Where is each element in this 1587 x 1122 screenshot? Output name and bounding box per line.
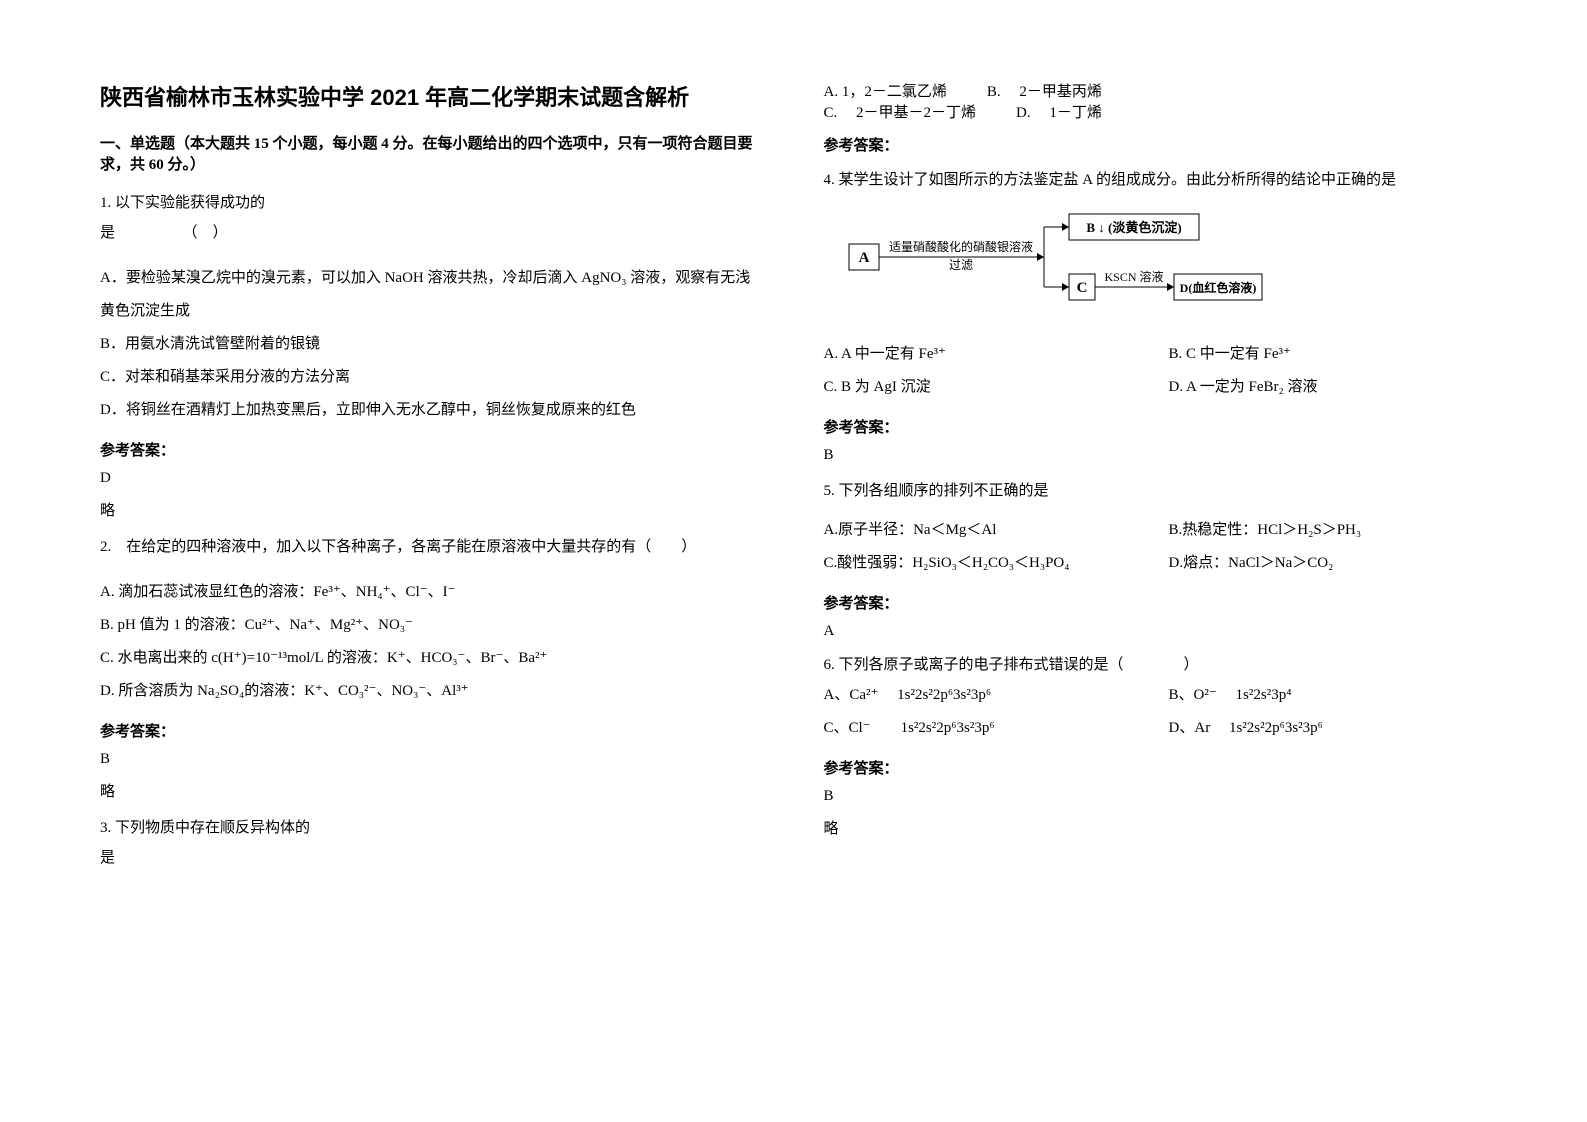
q1-stem-line1: 1. 以下实验能获得成功的 <box>100 188 764 218</box>
q6-options-row1: A、Ca²⁺ 1s²2s²2p⁶3s²3p⁶ B、O²⁻ 1s²2s²3p⁴ <box>824 679 1488 712</box>
question-2: 2. 在给定的四种溶液中，加入以下各种离子，各离子能在原溶液中大量共存的有（ ） <box>100 532 764 562</box>
q4-answer: B <box>824 447 1488 464</box>
arrowhead-c-d <box>1167 283 1174 291</box>
q3-option-c: C. 2－甲基－2－丁烯 <box>824 101 977 122</box>
q3-option-b: B. 2－甲基丙烯 <box>987 80 1102 101</box>
q3-option-a: A. 1，2－二氯乙烯 <box>824 80 947 101</box>
right-column: A. 1，2－二氯乙烯 B. 2－甲基丙烯 C. 2－甲基－2－丁烯 D. 1－… <box>824 80 1488 873</box>
q5-answer-label: 参考答案： <box>824 592 1488 613</box>
q4-answer-label: 参考答案： <box>824 416 1488 437</box>
q4-option-a: A. A 中一定有 Fe³⁺ <box>824 338 1142 371</box>
q4-option-d: D. A 一定为 FeBr₂ 溶液 <box>1169 371 1487 404</box>
q6-answer: B <box>824 788 1488 805</box>
question-1: 1. 以下实验能获得成功的 是 （ ） <box>100 188 764 248</box>
q4-option-c: C. B 为 AgI 沉淀 <box>824 371 1142 404</box>
arrowhead-bot <box>1062 283 1069 291</box>
q2-answer-label: 参考答案： <box>100 720 764 741</box>
q3-option-d: D. 1－丁烯 <box>1016 101 1102 122</box>
q2-option-a: A. 滴加石蕊试液显红色的溶液：Fe³⁺、NH₄⁺、Cl⁻、I⁻ <box>100 576 764 609</box>
diagram-label-d: D(血红色溶液) <box>1179 280 1256 295</box>
q6-answer-label: 参考答案： <box>824 757 1488 778</box>
question-4: 4. 某学生设计了如图所示的方法鉴定盐 A 的组成成分。由此分析所得的结论中正确… <box>824 165 1488 195</box>
q1-option-c: C．对苯和硝基苯采用分液的方法分离 <box>100 361 764 394</box>
diagram-label-a: A <box>858 250 869 266</box>
q1-answer: D <box>100 470 764 487</box>
q1-option-a: A．要检验某溴乙烷中的溴元素，可以加入 NaOH 溶液共热，冷却后滴入 AgNO… <box>100 262 764 328</box>
question-6: 6. 下列各原子或离子的电子排布式错误的是（ ） <box>824 652 1488 679</box>
q4-option-b: B. C 中一定有 Fe³⁺ <box>1169 338 1487 371</box>
q2-note: 略 <box>100 780 764 801</box>
arrow-label-1b: 过滤 <box>948 258 972 272</box>
q4-diagram-svg: A 适量硝酸酸化的硝酸银溶液 过滤 B ↓ (淡黄色沉淀) C <box>844 209 1264 319</box>
q3-stem-line1: 3. 下列物质中存在顺反异构体的 <box>100 813 764 843</box>
q6-option-a: A、Ca²⁺ 1s²2s²2p⁶3s²3p⁶ <box>824 679 1142 712</box>
q3-options-row2: C. 2－甲基－2－丁烯 D. 1－丁烯 <box>824 101 1488 122</box>
q5-option-c: C.酸性强弱：H₂SiO₃＜H₂CO₃＜H₃PO₄ <box>824 547 1142 580</box>
q5-option-d: D.熔点：NaCl＞Na＞CO₂ <box>1169 547 1487 580</box>
q5-option-b: B.热稳定性：HCl＞H₂S＞PH₃ <box>1169 514 1487 547</box>
q1-stem-line2: 是 （ ） <box>100 218 764 248</box>
q3-stem-line2: 是 <box>100 843 764 873</box>
q2-option-b: B. pH 值为 1 的溶液：Cu²⁺、Na⁺、Mg²⁺、NO₃⁻ <box>100 609 764 642</box>
q5-option-a: A.原子半径：Na＜Mg＜Al <box>824 514 1142 547</box>
q1-option-d: D．将铜丝在酒精灯上加热变黑后，立即伸入无水乙醇中，铜丝恢复成原来的红色 <box>100 394 764 427</box>
arrow-label-2: KSCN 溶液 <box>1104 269 1163 284</box>
question-5: 5. 下列各组顺序的排列不正确的是 <box>824 476 1488 506</box>
q4-options-row1: A. A 中一定有 Fe³⁺ B. C 中一定有 Fe³⁺ <box>824 338 1488 371</box>
q3-options-row1: A. 1，2－二氯乙烯 B. 2－甲基丙烯 <box>824 80 1488 101</box>
q1-option-b: B．用氨水清洗试管壁附着的银镜 <box>100 328 764 361</box>
q2-option-c: C. 水电离出来的 c(H⁺)=10⁻¹³mol/L 的溶液：K⁺、HCO₃⁻、… <box>100 642 764 675</box>
q5-answer: A <box>824 623 1488 640</box>
q6-option-b: B、O²⁻ 1s²2s²3p⁴ <box>1169 679 1487 712</box>
left-column: 陕西省榆林市玉林实验中学 2021 年高二化学期末试题含解析 一、单选题（本大题… <box>100 80 764 873</box>
q5-options-row2: C.酸性强弱：H₂SiO₃＜H₂CO₃＜H₃PO₄ D.熔点：NaCl＞Na＞C… <box>824 547 1488 580</box>
q6-options-row2: C、Cl⁻ 1s²2s²2p⁶3s²3p⁶ D、Ar 1s²2s²2p⁶3s²3… <box>824 712 1488 745</box>
page-container: 陕西省榆林市玉林实验中学 2021 年高二化学期末试题含解析 一、单选题（本大题… <box>100 80 1487 873</box>
section-1-heading: 一、单选题（本大题共 15 个小题，每小题 4 分。在每小题给出的四个选项中，只… <box>100 132 764 174</box>
q2-answer: B <box>100 751 764 768</box>
document-title: 陕西省榆林市玉林实验中学 2021 年高二化学期末试题含解析 <box>100 80 764 112</box>
q3-answer-label: 参考答案： <box>824 134 1488 155</box>
q5-options-row1: A.原子半径：Na＜Mg＜Al B.热稳定性：HCl＞H₂S＞PH₃ <box>824 514 1488 547</box>
q6-option-c: C、Cl⁻ 1s²2s²2p⁶3s²3p⁶ <box>824 712 1142 745</box>
diagram-label-b: B ↓ (淡黄色沉淀) <box>1086 220 1181 235</box>
q2-option-d: D. 所含溶质为 Na₂SO₄的溶液：K⁺、CO₃²⁻、NO₃⁻、Al³⁺ <box>100 675 764 708</box>
q1-answer-label: 参考答案： <box>100 439 764 460</box>
q6-note: 略 <box>824 817 1488 838</box>
q1-note: 略 <box>100 499 764 520</box>
q6-option-d: D、Ar 1s²2s²2p⁶3s²3p⁶ <box>1169 712 1487 745</box>
arrowhead-top <box>1062 223 1069 231</box>
q4-flow-diagram: A 适量硝酸酸化的硝酸银溶液 过滤 B ↓ (淡黄色沉淀) C <box>844 209 1488 324</box>
arrow-label-1a: 适量硝酸酸化的硝酸银溶液 <box>888 239 1032 254</box>
q4-options-row2: C. B 为 AgI 沉淀 D. A 一定为 FeBr₂ 溶液 <box>824 371 1488 404</box>
arrowhead-a-split <box>1037 253 1044 261</box>
diagram-label-c: C <box>1076 280 1087 296</box>
question-3: 3. 下列物质中存在顺反异构体的 是 <box>100 813 764 873</box>
